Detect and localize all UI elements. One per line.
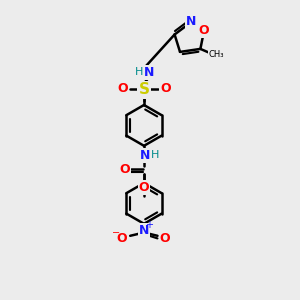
Text: −: − xyxy=(112,228,120,239)
Text: O: O xyxy=(139,181,149,194)
Text: N: N xyxy=(186,15,197,28)
Text: N: N xyxy=(144,65,154,79)
Text: N: N xyxy=(140,149,151,162)
Text: O: O xyxy=(117,82,128,95)
Text: H: H xyxy=(135,67,143,77)
Text: +: + xyxy=(146,220,153,230)
Text: CH₃: CH₃ xyxy=(208,50,224,59)
Text: O: O xyxy=(116,232,127,245)
Text: O: O xyxy=(199,24,209,38)
Text: O: O xyxy=(160,232,170,245)
Text: H: H xyxy=(151,150,160,161)
Text: N: N xyxy=(139,224,149,237)
Text: O: O xyxy=(119,163,130,176)
Text: S: S xyxy=(139,82,149,98)
Text: O: O xyxy=(160,82,171,95)
